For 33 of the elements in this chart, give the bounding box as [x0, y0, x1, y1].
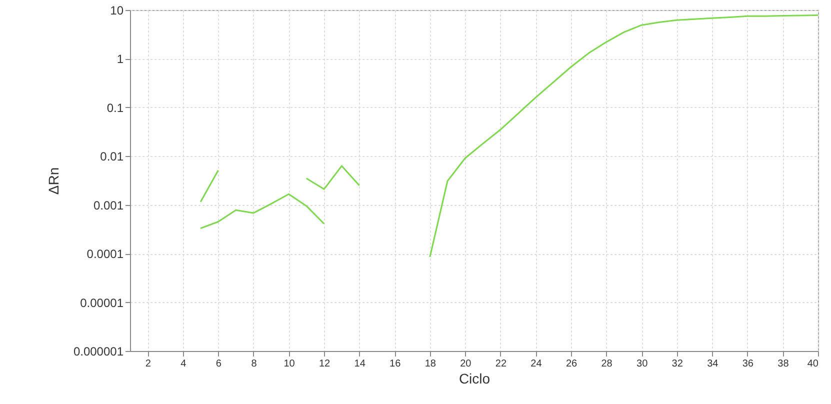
- x-tick-label: 4: [180, 358, 187, 370]
- line-series: [200, 193, 325, 230]
- y-tick-label: 1: [116, 52, 124, 66]
- x-tick-label: 20: [460, 358, 472, 370]
- y-tick-label: 10: [110, 4, 124, 18]
- x-tick-label: 32: [672, 358, 684, 370]
- x-tick-label: 34: [707, 358, 719, 370]
- x-tick-label: 40: [807, 358, 819, 370]
- x-tick-label: 26: [566, 358, 578, 370]
- x-tick-label: 22: [495, 358, 507, 370]
- x-axis-title: Ciclo: [458, 370, 490, 386]
- x-tick-label: 24: [530, 358, 542, 370]
- x-tick-label: 2: [145, 358, 152, 370]
- y-tick-label: 0.000001: [73, 344, 124, 358]
- y-tick-label: 0.00001: [80, 296, 124, 310]
- y-tick-label: 0.01: [100, 150, 124, 164]
- x-tick-label: 36: [742, 358, 754, 370]
- x-tick-label: 6: [216, 358, 222, 370]
- x-tick-label: 38: [778, 358, 790, 370]
- x-tick-label: 12: [318, 358, 331, 370]
- x-tick-label: 14: [354, 358, 366, 370]
- x-tick-label: 30: [636, 358, 648, 370]
- y-axis-title: ΔRn: [45, 167, 62, 195]
- x-tick-label: 18: [424, 358, 436, 370]
- line-series: [429, 14, 819, 258]
- x-tick-label: 10: [284, 358, 296, 370]
- y-tick-label: 0.0001: [86, 247, 124, 262]
- y-tick-label: 0.001: [93, 198, 124, 212]
- line-series: [306, 165, 360, 190]
- x-tick-label: 8: [251, 358, 258, 370]
- y-tick-label: 0.1: [106, 100, 124, 115]
- x-tick-label: 28: [601, 358, 613, 370]
- x-tick-label: 16: [390, 358, 402, 370]
